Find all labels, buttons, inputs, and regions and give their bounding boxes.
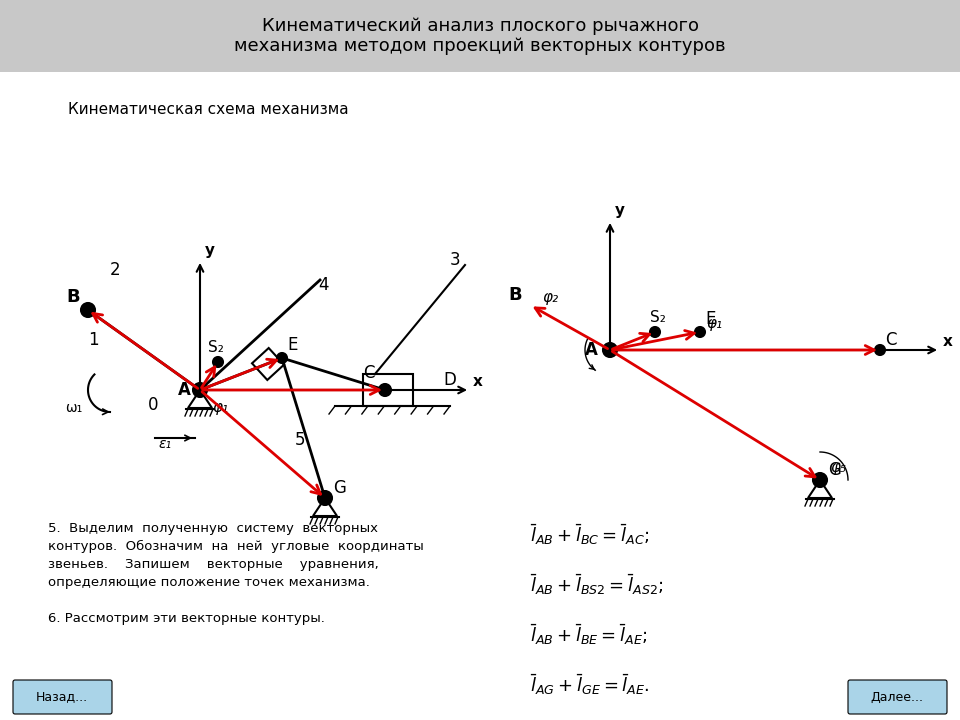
Circle shape [603, 343, 617, 357]
Text: E: E [705, 310, 715, 328]
Circle shape [875, 345, 885, 355]
Text: B: B [508, 286, 521, 304]
Circle shape [280, 356, 284, 360]
Circle shape [813, 473, 827, 487]
Text: φ₁: φ₁ [706, 316, 722, 331]
FancyBboxPatch shape [848, 680, 947, 714]
Circle shape [193, 383, 207, 397]
Bar [0, 0, 960, 72]
Text: A: A [585, 341, 598, 359]
Circle shape [323, 496, 327, 500]
Bar [363, 374, 413, 406]
Text: C: C [885, 331, 897, 349]
Text: C: C [363, 364, 374, 382]
Text: ω₁: ω₁ [65, 401, 83, 415]
Text: 3: 3 [450, 251, 461, 269]
Text: x: x [943, 334, 953, 349]
Text: Далее...: Далее... [871, 690, 924, 703]
Circle shape [318, 491, 332, 505]
FancyBboxPatch shape [13, 680, 112, 714]
Circle shape [698, 330, 702, 334]
Text: 0: 0 [148, 396, 158, 414]
Text: E: E [287, 336, 298, 354]
Text: 5: 5 [295, 431, 305, 449]
Text: $\bar{l}_{AB}+\bar{l}_{BS2}=\bar{l}_{AS2}$;: $\bar{l}_{AB}+\bar{l}_{BS2}=\bar{l}_{AS2… [530, 572, 663, 597]
Text: D: D [443, 371, 456, 389]
Text: A: A [178, 381, 191, 399]
Text: φ₅: φ₅ [830, 460, 846, 475]
Text: 1: 1 [88, 331, 99, 349]
Text: ε₁: ε₁ [158, 437, 171, 451]
Circle shape [86, 308, 90, 312]
Text: 5.  Выделим  полученную  систему  векторных: 5. Выделим полученную систему векторных [48, 522, 378, 535]
Circle shape [653, 330, 657, 334]
Text: $\bar{l}_{AB}+\bar{l}_{BC}=\bar{l}_{AC}$;: $\bar{l}_{AB}+\bar{l}_{BC}=\bar{l}_{AC}$… [530, 522, 649, 546]
Text: x: x [473, 374, 483, 389]
Circle shape [277, 353, 287, 363]
Text: Кинематическая схема механизма: Кинематическая схема механизма [68, 102, 348, 117]
Circle shape [608, 348, 612, 352]
Text: 2: 2 [110, 261, 121, 279]
Text: φ₂: φ₂ [542, 290, 558, 305]
Circle shape [818, 478, 822, 482]
Text: 4: 4 [318, 276, 328, 294]
Text: y: y [615, 203, 625, 218]
Text: S₂: S₂ [208, 340, 224, 355]
Text: B: B [66, 288, 80, 306]
Text: φ₁: φ₁ [212, 400, 228, 415]
Circle shape [379, 384, 391, 396]
Circle shape [878, 348, 882, 352]
Text: G: G [828, 461, 841, 479]
Text: определяющие положение точек механизма.: определяющие положение точек механизма. [48, 576, 370, 589]
Circle shape [81, 303, 95, 317]
Text: Кинематический анализ плоского рычажного
механизма методом проекций векторных ко: Кинематический анализ плоского рычажного… [234, 17, 726, 55]
Text: 6. Рассмотрим эти векторные контуры.: 6. Рассмотрим эти векторные контуры. [48, 612, 324, 625]
Text: y: y [205, 243, 215, 258]
Text: G: G [333, 479, 346, 497]
Circle shape [213, 357, 223, 367]
Circle shape [198, 388, 202, 392]
Circle shape [383, 388, 387, 392]
Text: $\bar{l}_{AB}+\bar{l}_{BE}=\bar{l}_{AE}$;: $\bar{l}_{AB}+\bar{l}_{BE}=\bar{l}_{AE}$… [530, 622, 648, 647]
Text: S₂: S₂ [650, 310, 666, 325]
Text: Назад...: Назад... [36, 690, 88, 703]
Circle shape [695, 327, 705, 337]
Circle shape [216, 360, 220, 364]
Text: контуров.  Обозначим  на  ней  угловые  координаты: контуров. Обозначим на ней угловые коорд… [48, 540, 423, 553]
Circle shape [650, 327, 660, 337]
Text: звеньев.    Запишем    векторные    уравнения,: звеньев. Запишем векторные уравнения, [48, 558, 379, 571]
Text: $\bar{l}_{AG}+\bar{l}_{GE}=\bar{l}_{AE}.$: $\bar{l}_{AG}+\bar{l}_{GE}=\bar{l}_{AE}.… [530, 672, 650, 697]
